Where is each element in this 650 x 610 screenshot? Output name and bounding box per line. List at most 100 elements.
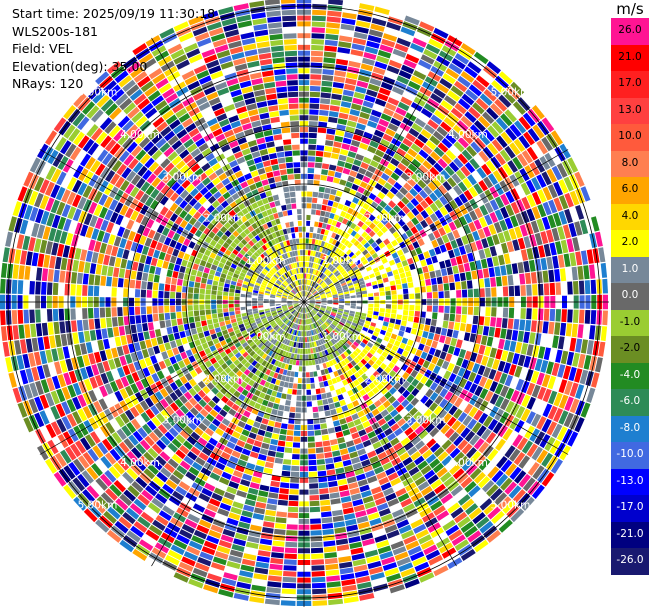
velocity-gate — [519, 319, 526, 331]
velocity-gate — [357, 186, 365, 194]
velocity-gate — [412, 556, 427, 567]
velocity-gate — [433, 446, 445, 458]
velocity-gate — [447, 502, 461, 514]
velocity-gate — [25, 221, 34, 236]
velocity-gate — [509, 466, 522, 480]
velocity-gate — [514, 308, 521, 319]
velocity-gate — [360, 269, 367, 275]
velocity-gate — [174, 398, 184, 408]
velocity-gate — [169, 382, 179, 391]
velocity-gate — [8, 372, 17, 388]
velocity-gate — [332, 330, 338, 336]
velocity-gate — [326, 271, 332, 277]
velocity-gate — [578, 280, 585, 295]
velocity-gate — [369, 455, 379, 464]
velocity-gate — [299, 354, 303, 360]
velocity-gate — [354, 26, 369, 34]
velocity-gate — [295, 305, 300, 309]
velocity-gate — [469, 210, 478, 221]
velocity-gate — [414, 455, 425, 466]
velocity-gate — [376, 222, 384, 230]
velocity-gate — [399, 408, 409, 418]
velocity-gate — [455, 281, 461, 290]
velocity-gate — [558, 210, 568, 225]
velocity-gate — [344, 305, 350, 308]
velocity-gate — [347, 421, 355, 429]
velocity-gate — [100, 219, 109, 232]
velocity-gate — [175, 434, 186, 444]
velocity-gate — [374, 304, 380, 308]
velocity-gate — [197, 437, 208, 447]
velocity-gate — [479, 70, 494, 84]
velocity-gate — [136, 271, 143, 281]
velocity-gate — [310, 250, 314, 256]
velocity-gate — [344, 296, 350, 299]
velocity-gate — [209, 357, 217, 365]
velocity-gate — [49, 335, 56, 349]
velocity-gate — [391, 239, 399, 247]
velocity-gate — [455, 339, 463, 349]
velocity-gate — [506, 351, 515, 363]
velocity-gate — [198, 492, 211, 503]
velocity-gate — [141, 314, 147, 323]
velocity-gate — [485, 307, 491, 317]
velocity-gate — [520, 408, 531, 422]
velocity-gate — [420, 375, 429, 385]
velocity-gate — [281, 588, 296, 595]
velocity-gate — [433, 88, 446, 99]
velocity-gate — [355, 153, 364, 161]
velocity-gate — [520, 249, 528, 261]
velocity-gate — [495, 349, 503, 360]
velocity-gate — [158, 283, 165, 291]
velocity-gate — [569, 252, 577, 267]
velocity-gate — [365, 126, 376, 134]
velocity-gate — [223, 572, 238, 581]
velocity-gate — [287, 299, 293, 302]
velocity-gate — [248, 317, 255, 322]
velocity-gate — [442, 181, 452, 191]
velocity-gate — [310, 512, 321, 519]
velocity-gate — [580, 250, 588, 265]
velocity-gate — [310, 281, 314, 287]
velocity-gate — [385, 295, 392, 300]
velocity-gate — [344, 83, 356, 91]
velocity-gate — [353, 357, 360, 364]
velocity-gate — [77, 408, 88, 422]
velocity-gate — [311, 359, 316, 366]
velocity-gate — [338, 442, 347, 450]
velocity-gate — [361, 373, 368, 381]
velocity-gate — [355, 311, 361, 316]
velocity-gate — [449, 282, 456, 291]
velocity-gate — [369, 325, 375, 331]
velocity-gate — [439, 515, 453, 526]
velocity-gate — [364, 425, 374, 434]
velocity-gate — [338, 294, 344, 298]
velocity-gate — [130, 525, 144, 538]
velocity-gate — [273, 314, 279, 319]
velocity-gate — [312, 291, 318, 295]
velocity-gate — [345, 277, 351, 282]
velocity-gate — [332, 308, 338, 312]
velocity-gate — [99, 473, 113, 487]
velocity-gate — [14, 340, 22, 355]
velocity-gate — [376, 92, 389, 102]
velocity-gate — [76, 272, 83, 284]
velocity-gate — [245, 405, 254, 413]
velocity-gate — [391, 357, 399, 365]
velocity-gate — [397, 289, 403, 295]
velocity-gate — [489, 199, 499, 211]
velocity-gate — [229, 549, 244, 558]
velocity-gate — [272, 469, 282, 476]
velocity-gate — [467, 418, 477, 430]
velocity-gate — [378, 283, 384, 288]
velocity-gate — [309, 97, 320, 104]
velocity-gate — [348, 315, 354, 320]
velocity-gate — [374, 98, 387, 107]
velocity-gate — [463, 224, 471, 235]
velocity-gate — [306, 307, 309, 312]
velocity-gate — [362, 348, 369, 355]
velocity-gate — [304, 273, 307, 279]
velocity-gate — [126, 422, 137, 434]
velocity-gate — [315, 388, 321, 395]
velocity-gate — [510, 376, 519, 389]
